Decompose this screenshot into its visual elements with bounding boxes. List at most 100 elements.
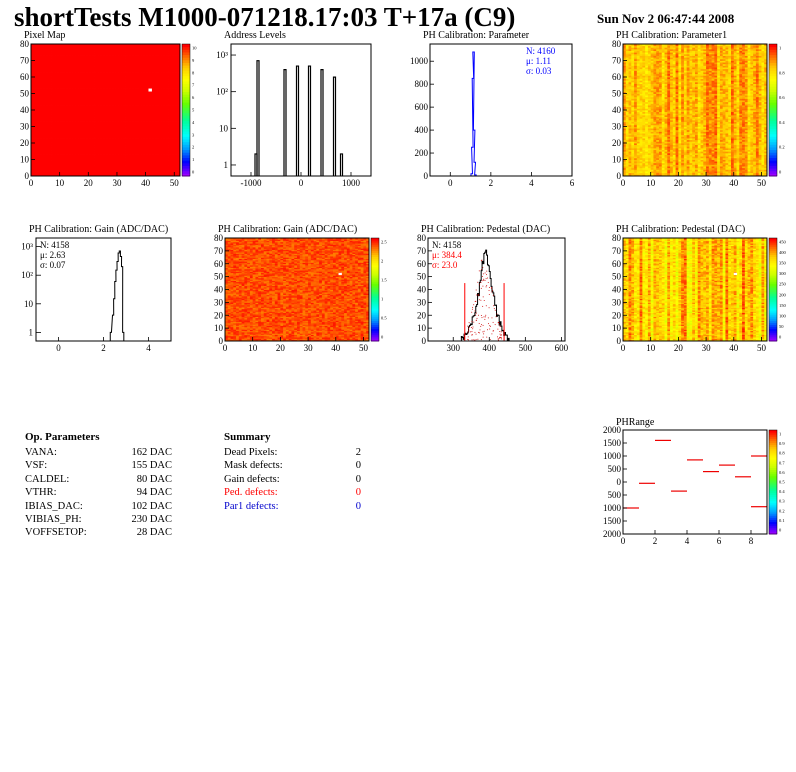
heatmap-cell <box>96 85 101 88</box>
heatmap-cell <box>145 57 149 60</box>
heatmap-cell <box>105 136 109 139</box>
heatmap-cell <box>108 128 112 131</box>
heatmap-cell <box>39 78 43 81</box>
heatmap-cell <box>45 172 49 175</box>
heatmap-cell <box>68 58 72 61</box>
heatmap-cell <box>151 141 155 144</box>
heatmap-cell <box>62 172 66 175</box>
heatmap-cell <box>128 80 132 83</box>
heatmap-cell <box>108 159 112 162</box>
heatmap-cell <box>33 172 38 175</box>
heatmap-cell <box>68 118 72 121</box>
heatmap-cell <box>148 103 152 106</box>
heatmap-cell <box>111 81 115 84</box>
heatmap-cell <box>42 111 46 114</box>
heatmap-cell <box>631 63 635 66</box>
heatmap-cell <box>636 124 641 127</box>
heatmap-cell <box>73 91 78 94</box>
heatmap-cell <box>636 83 641 86</box>
heatmap-cell <box>108 91 112 94</box>
heatmap-cell <box>116 110 121 113</box>
heatmap-cell <box>62 114 66 117</box>
heatmap-cell <box>71 50 75 53</box>
heatmap-cell <box>142 136 147 139</box>
heatmap-cell <box>623 139 627 142</box>
heatmap-cell <box>82 124 86 127</box>
heatmap-cell <box>85 106 89 109</box>
heatmap-cell <box>88 75 92 78</box>
heatmap-cell <box>51 151 55 154</box>
heatmap-cell <box>145 80 149 83</box>
heatmap-cell <box>137 138 141 141</box>
heatmap-cell <box>76 164 81 167</box>
heatmap-cell <box>645 118 649 121</box>
heatmap-cell <box>53 171 58 174</box>
heatmap-cell <box>131 172 135 175</box>
palette-tick-label: 6 <box>192 95 195 100</box>
heatmap-cell <box>36 124 40 127</box>
heatmap-cell <box>142 131 147 134</box>
heatmap-cell <box>96 167 101 170</box>
heatmap-cell <box>119 113 124 116</box>
heatmap-cell <box>76 151 81 154</box>
heatmap-cell <box>65 105 69 108</box>
heatmap-cell <box>642 119 646 122</box>
heatmap-cell <box>116 58 121 61</box>
heatmap-cell <box>636 88 641 91</box>
heatmap-cell <box>51 111 55 114</box>
heatmap-cell <box>68 62 72 65</box>
heatmap-cell <box>82 75 86 78</box>
heatmap-cell <box>131 47 135 50</box>
heatmap-cell <box>642 47 646 50</box>
heatmap-cell <box>56 116 61 119</box>
heatmap-cell <box>165 116 169 119</box>
heatmap-cell <box>642 45 646 48</box>
heatmap-cell <box>154 124 158 127</box>
heatmap-cell <box>134 75 138 78</box>
heatmap-cell <box>122 164 126 167</box>
heatmap-cell <box>142 101 147 104</box>
heatmap-cell <box>82 141 86 144</box>
heatmap-cell <box>73 164 78 167</box>
heatmap-cell <box>96 93 101 96</box>
heatmap-cell <box>33 124 38 127</box>
heatmap-cell <box>62 95 66 98</box>
heatmap-cell <box>177 80 181 83</box>
heatmap-cell <box>42 147 46 150</box>
heatmap-cell <box>36 154 40 157</box>
heatmap-cell <box>105 80 109 83</box>
heatmap-cell <box>642 161 646 164</box>
heatmap-cell <box>148 154 152 157</box>
heatmap-cell <box>51 91 55 94</box>
heatmap-cell <box>134 70 138 73</box>
heatmap-cell <box>116 53 121 56</box>
heatmap-cell <box>137 101 141 104</box>
heatmap-cell <box>59 144 63 147</box>
heatmap-cell <box>88 105 92 108</box>
heatmap-cell <box>639 50 643 53</box>
heatmap-cell <box>636 154 641 157</box>
heatmap-cell <box>159 151 164 154</box>
heatmap-cell <box>53 86 58 89</box>
heatmap-cell <box>114 156 118 159</box>
heatmap-cell <box>639 172 643 175</box>
heatmap-cell <box>636 167 641 170</box>
heatmap-cell <box>59 70 63 73</box>
heatmap-cell <box>53 126 58 129</box>
heatmap-cell <box>48 75 52 78</box>
heatmap-cell <box>177 53 181 56</box>
heatmap-cell <box>639 75 643 78</box>
heatmap-cell <box>168 146 172 149</box>
heatmap-cell <box>48 67 52 70</box>
heatmap-cell <box>56 169 61 172</box>
heatmap-cell <box>48 164 52 167</box>
heatmap-cell <box>79 60 83 63</box>
heatmap-cell <box>45 88 49 91</box>
heatmap-cell <box>114 68 118 71</box>
heatmap-cell <box>91 78 95 81</box>
heatmap-cell <box>642 144 646 147</box>
heatmap-cell <box>105 110 109 113</box>
heatmap-cell <box>82 95 86 98</box>
heatmap-cell <box>53 106 58 109</box>
heatmap-cell <box>73 123 78 126</box>
